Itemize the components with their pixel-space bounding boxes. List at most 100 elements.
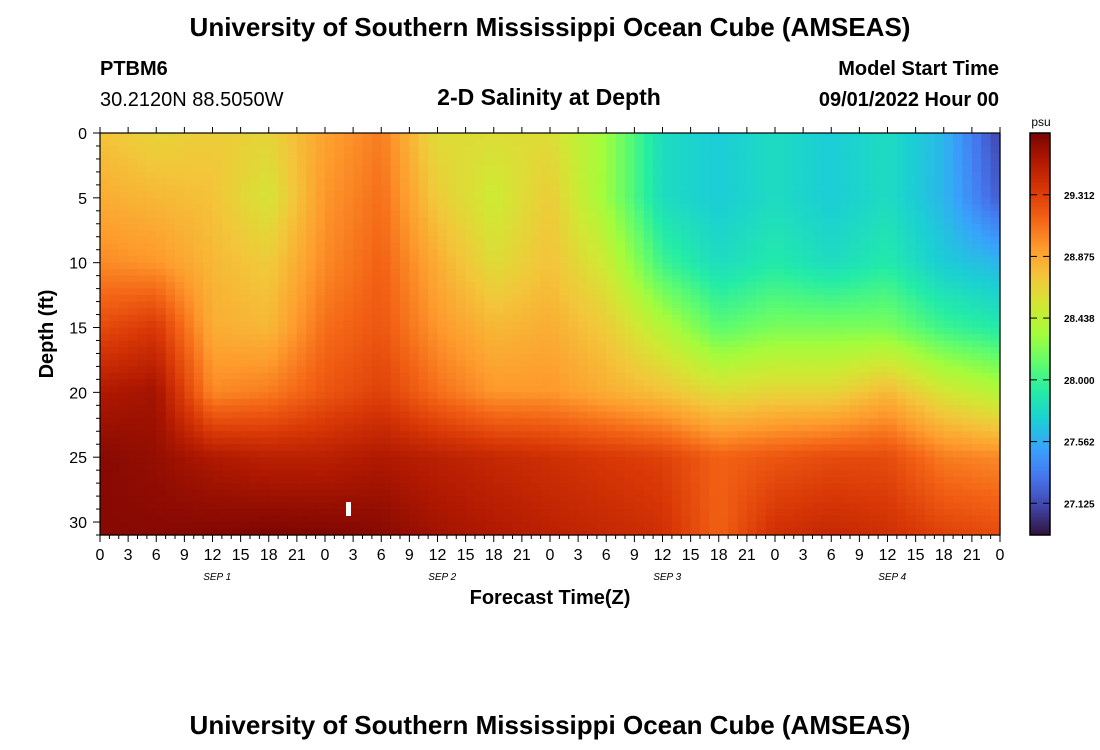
heatmap-cell <box>596 282 607 290</box>
heatmap-cell <box>756 444 767 452</box>
heatmap-cell <box>662 275 673 283</box>
heatmap-cell <box>512 158 523 167</box>
heatmap-cell <box>568 145 579 154</box>
heatmap-cell <box>137 431 148 439</box>
heatmap-cell <box>493 424 504 432</box>
heatmap-cell <box>831 327 842 335</box>
heatmap-cell <box>840 366 851 374</box>
heatmap-cell <box>896 340 907 348</box>
heatmap-cell <box>175 230 185 238</box>
heatmap-cell <box>728 463 739 471</box>
heatmap-cell <box>137 249 148 257</box>
heatmap-cell <box>259 424 270 432</box>
heatmap-cell <box>578 262 589 270</box>
heatmap-cell <box>868 133 879 141</box>
heatmap-cell <box>887 450 898 458</box>
heatmap-cell <box>503 359 514 368</box>
heatmap-cell <box>850 321 860 329</box>
heatmap-cell <box>662 444 673 452</box>
heatmap-cell <box>428 152 439 160</box>
heatmap-cell <box>484 236 495 244</box>
heatmap-cell <box>381 385 392 393</box>
heatmap-cell <box>409 405 420 413</box>
heatmap-cell <box>784 321 795 329</box>
heatmap-cell <box>109 463 120 471</box>
heatmap-cell <box>334 359 345 368</box>
heatmap-cell <box>231 392 242 400</box>
heatmap-cell <box>306 353 317 361</box>
heatmap-cell <box>559 133 570 141</box>
heatmap-cell <box>803 366 814 374</box>
heatmap-cell <box>493 152 504 160</box>
heatmap-cell <box>831 444 842 452</box>
heatmap-cell <box>943 145 954 154</box>
heatmap-cell <box>278 334 289 342</box>
heatmap-cell <box>381 191 392 199</box>
heatmap-cell <box>268 191 279 199</box>
heatmap-cell <box>943 444 954 452</box>
heatmap-cell <box>812 327 823 335</box>
heatmap-cell <box>671 372 682 380</box>
heatmap-cell <box>353 230 364 238</box>
heatmap-cell <box>850 366 860 374</box>
heatmap-cell <box>850 353 860 361</box>
heatmap-cell <box>128 217 139 225</box>
heatmap-cell <box>156 210 167 218</box>
heatmap-cell <box>493 321 504 329</box>
heatmap-cell <box>765 249 776 257</box>
heatmap-cell <box>878 269 889 277</box>
heatmap-cell <box>606 178 617 186</box>
heatmap-cell <box>550 197 560 205</box>
heatmap-cell <box>409 165 420 173</box>
heatmap-cell <box>156 372 167 380</box>
heatmap-cell <box>146 133 157 141</box>
heatmap-cell <box>409 411 420 419</box>
heatmap-cell <box>437 366 448 374</box>
heatmap-cell <box>437 398 448 406</box>
heatmap-cell <box>137 424 148 432</box>
heatmap-cell <box>362 340 373 348</box>
heatmap-cell <box>568 256 579 264</box>
heatmap-cell <box>184 457 195 465</box>
heatmap-cell <box>381 145 392 154</box>
heatmap-cell <box>268 295 279 303</box>
heatmap-cell <box>971 366 982 374</box>
heatmap-cell <box>184 327 195 335</box>
heatmap-cell <box>803 171 814 179</box>
heatmap-cell <box>550 139 560 147</box>
heatmap-cell <box>287 301 298 309</box>
heatmap-cell <box>165 372 176 380</box>
heatmap-cell <box>606 353 617 361</box>
heatmap-cell <box>709 184 720 192</box>
heatmap-cell <box>634 411 645 419</box>
heatmap-cell <box>362 424 373 432</box>
heatmap-cell <box>690 145 701 154</box>
heatmap-cell <box>540 262 551 270</box>
heatmap-cell <box>362 184 373 192</box>
heatmap-cell <box>887 301 898 309</box>
heatmap-cell <box>325 340 335 348</box>
heatmap-cell <box>259 236 270 244</box>
heatmap-cell <box>596 346 607 355</box>
heatmap-cell <box>700 217 710 225</box>
heatmap-cell <box>146 431 157 439</box>
heatmap-cell <box>175 158 185 167</box>
heatmap-cell <box>540 197 551 205</box>
heatmap-cell <box>306 398 317 406</box>
heatmap-cell <box>381 295 392 303</box>
heatmap-cell <box>925 334 935 342</box>
heatmap-cell <box>578 346 589 355</box>
heatmap-cell <box>896 424 907 432</box>
heatmap-cell <box>728 236 739 244</box>
heatmap-cell <box>812 301 823 309</box>
heatmap-cell <box>568 308 579 316</box>
heatmap-cell <box>596 275 607 283</box>
heatmap-cell <box>334 133 345 141</box>
heatmap-cell <box>175 463 185 471</box>
heatmap-cell <box>915 314 926 322</box>
heatmap-cell <box>128 295 139 303</box>
heatmap-cell <box>587 457 598 465</box>
heatmap-cell <box>325 385 335 393</box>
heatmap-cell <box>278 385 289 393</box>
heatmap-cell <box>118 314 129 322</box>
